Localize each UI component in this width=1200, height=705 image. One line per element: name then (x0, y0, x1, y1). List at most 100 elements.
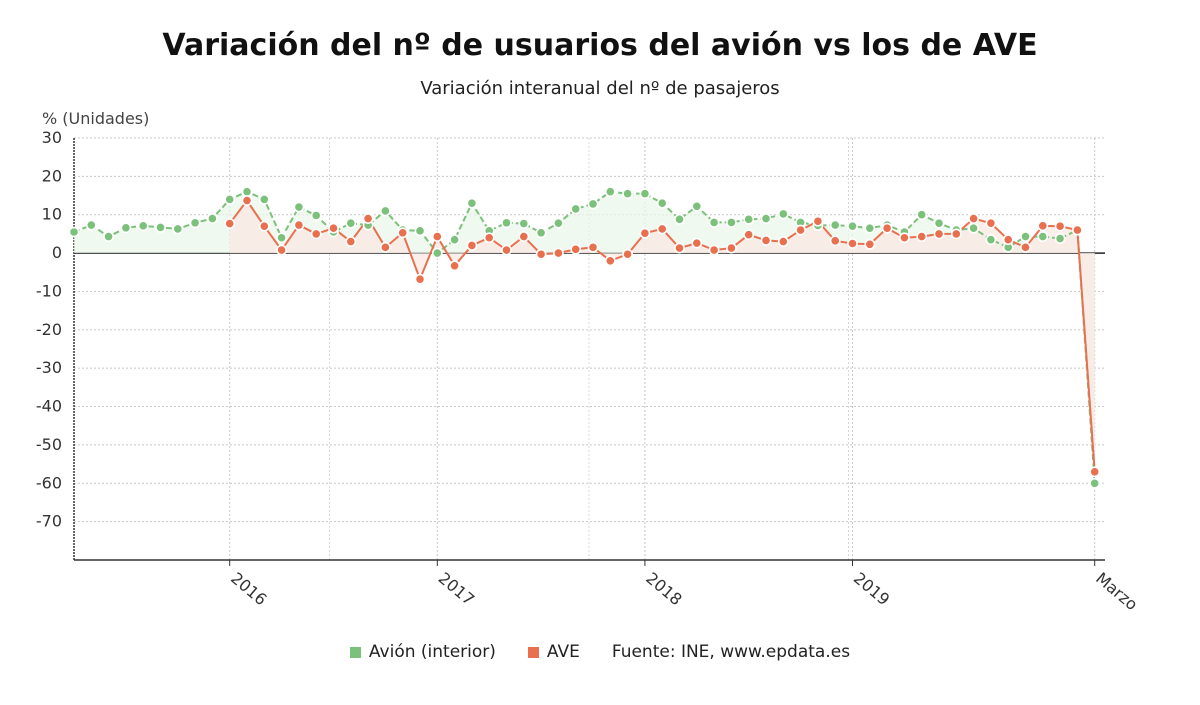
data-point-ave (449, 260, 460, 272)
legend-item-ave: AVE (527, 642, 580, 662)
data-point-ave (656, 223, 668, 235)
x-tick-label: 2016 (227, 569, 270, 610)
data-point-ave (414, 273, 426, 285)
data-point-avion (639, 188, 651, 200)
data-point-ave (431, 231, 443, 242)
data-point-ave (1002, 234, 1014, 246)
legend-swatch-avion (349, 646, 361, 658)
y-axis-label: % (Unidades) (42, 109, 149, 128)
data-point-avion (379, 205, 391, 217)
data-point-ave (674, 242, 685, 254)
data-point-ave (604, 255, 616, 267)
data-point-avion (985, 234, 997, 246)
data-point-ave (258, 220, 270, 232)
data-point-avion (103, 231, 114, 242)
data-point-avion (1037, 231, 1049, 242)
data-point-avion (414, 225, 426, 237)
legend-label-avion: Avión (interior) (368, 642, 496, 662)
data-point-avion (155, 221, 166, 233)
data-point-avion (466, 197, 478, 209)
data-point-avion (1020, 231, 1031, 242)
y-tick-label: -10 (36, 281, 62, 300)
data-point-avion (1089, 477, 1101, 489)
data-point-avion (864, 222, 876, 234)
data-point-ave (812, 215, 824, 227)
data-point-ave (1020, 241, 1031, 253)
data-point-avion (501, 217, 512, 229)
data-point-ave (950, 228, 962, 240)
data-point-ave (864, 238, 876, 250)
y-tick-label: -20 (36, 320, 62, 339)
data-point-ave (916, 231, 928, 242)
data-point-avion (726, 216, 737, 228)
data-point-ave (899, 232, 910, 244)
data-point-avion (172, 223, 184, 235)
data-point-ave (968, 213, 979, 224)
data-point-ave (276, 244, 287, 256)
data-point-avion (449, 234, 460, 246)
data-point-ave (881, 222, 893, 234)
data-point-avion (933, 217, 945, 229)
data-point-avion (224, 193, 236, 205)
chart-legend: Avión (interior) AVE Fuente: INE, www.ep… (0, 642, 1200, 662)
data-point-avion (1054, 233, 1066, 244)
chart-title: Variación del nº de usuarios del avión v… (162, 28, 1038, 63)
data-point-avion (553, 217, 564, 229)
data-point-avion (293, 201, 305, 213)
data-point-ave (933, 228, 945, 240)
data-point-avion (674, 213, 685, 225)
data-point-avion (916, 209, 928, 221)
data-point-avion (258, 193, 270, 205)
data-point-avion (587, 198, 599, 210)
x-tick-label: 2018 (642, 569, 685, 610)
data-point-ave (362, 213, 374, 224)
y-tick-label: -40 (36, 397, 62, 416)
data-point-avion (691, 200, 703, 212)
y-tick-label: -30 (36, 358, 62, 377)
data-point-avion (137, 220, 149, 232)
data-point-ave (760, 235, 772, 246)
data-point-avion (68, 226, 80, 238)
data-point-ave (639, 227, 651, 239)
y-tick-label: -60 (36, 473, 62, 492)
data-point-ave (622, 248, 633, 260)
data-point-ave (587, 241, 599, 253)
data-point-avion (570, 203, 582, 215)
y-tick-label: -50 (36, 435, 62, 454)
data-point-ave (985, 217, 997, 229)
data-point-ave (310, 228, 322, 240)
data-point-avion (622, 188, 633, 200)
data-point-ave (293, 219, 305, 231)
source-text: Fuente: INE, www.epdata.es (611, 642, 851, 662)
data-point-ave (1072, 224, 1083, 236)
data-point-avion (276, 232, 287, 244)
data-point-avion (829, 219, 841, 231)
data-point-ave (483, 232, 495, 244)
data-point-ave (691, 237, 703, 249)
data-point-ave (570, 243, 582, 255)
data-point-ave (518, 231, 530, 242)
data-point-avion (535, 227, 547, 239)
data-point-avion (656, 197, 668, 209)
data-point-ave (726, 242, 737, 254)
legend-label-ave: AVE (546, 642, 580, 662)
data-point-avion (345, 217, 357, 229)
data-point-ave (553, 247, 564, 259)
data-point-ave (1089, 466, 1101, 478)
data-point-avion (777, 208, 789, 220)
data-point-avion (189, 217, 201, 229)
chart-subtitle: Variación interanual del nº de pasajeros (420, 78, 780, 99)
series-area-1 (229, 200, 1095, 472)
data-point-avion (847, 220, 858, 232)
legend-source: Fuente: INE, www.epdata.es (612, 642, 850, 662)
data-point-ave (743, 229, 755, 241)
data-point-ave (345, 236, 357, 247)
data-point-ave (397, 227, 409, 239)
data-point-ave (708, 244, 720, 256)
y-tick-label: 0 (52, 243, 62, 262)
y-tick-label: 20 (42, 166, 62, 185)
x-tick-label: Marzo (1092, 569, 1141, 615)
data-point-ave (241, 195, 253, 206)
